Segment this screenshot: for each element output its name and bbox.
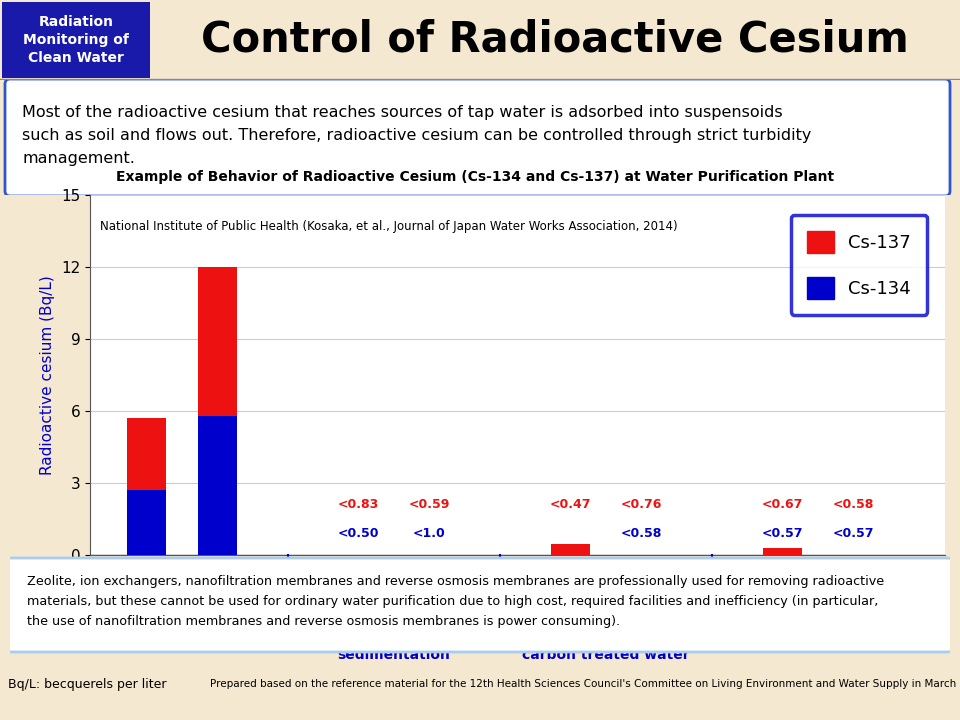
Bar <box>551 544 590 555</box>
FancyBboxPatch shape <box>5 558 953 652</box>
Text: <0.83: <0.83 <box>338 498 379 510</box>
Legend: Cs-137, Cs-134: Cs-137, Cs-134 <box>791 215 927 315</box>
FancyBboxPatch shape <box>2 2 150 78</box>
Text: Most of the radioactive cesium that reaches sources of tap water is adsorbed int: Most of the radioactive cesium that reac… <box>22 105 811 166</box>
Text: Radiation
Monitoring of
Clean Water: Radiation Monitoring of Clean Water <box>23 14 129 66</box>
Bar <box>127 418 166 490</box>
Text: Prepared based on the reference material for the 12th Health Sciences Council's : Prepared based on the reference material… <box>210 679 960 689</box>
Text: <0.67: <0.67 <box>762 498 804 510</box>
Text: <0.59: <0.59 <box>409 498 450 510</box>
Bar <box>198 416 236 555</box>
FancyBboxPatch shape <box>5 79 950 196</box>
Bar <box>198 267 236 416</box>
Text: <0.58: <0.58 <box>620 527 661 541</box>
Text: Example of Behavior of Radioactive Cesium (Cs-134 and Cs-137) at Water Purificat: Example of Behavior of Radioactive Cesiu… <box>115 170 834 184</box>
Text: Control of Radioactive Cesium: Control of Radioactive Cesium <box>202 19 909 61</box>
Text: Raw water: Raw water <box>140 632 224 646</box>
Text: <0.57: <0.57 <box>832 527 874 541</box>
Bar <box>763 549 802 555</box>
Text: <0.57: <0.57 <box>761 527 804 541</box>
Bar <box>127 490 166 555</box>
Text: <1.0: <1.0 <box>413 527 445 541</box>
Text: Rapid filtered water: Rapid filtered water <box>739 632 897 646</box>
Text: National Institute of Public Health (Kosaka, et al., Journal of Japan Water Work: National Institute of Public Health (Kos… <box>101 220 678 233</box>
Text: Bq/L: becquerels per liter: Bq/L: becquerels per liter <box>8 678 166 690</box>
Y-axis label: Radioactive cesium (Bq/L): Radioactive cesium (Bq/L) <box>40 275 56 475</box>
Text: <0.76: <0.76 <box>620 498 661 510</box>
Text: <0.47: <0.47 <box>550 498 591 510</box>
Text: <0.50: <0.50 <box>338 527 379 541</box>
Text: Water after
sedimentation: Water after sedimentation <box>337 632 450 662</box>
Text: Biological activated
carbon treated water: Biological activated carbon treated wate… <box>522 632 689 662</box>
Text: <0.58: <0.58 <box>832 498 874 510</box>
Text: Zeolite, ion exchangers, nanofiltration membranes and reverse osmosis membranes : Zeolite, ion exchangers, nanofiltration … <box>27 575 883 628</box>
